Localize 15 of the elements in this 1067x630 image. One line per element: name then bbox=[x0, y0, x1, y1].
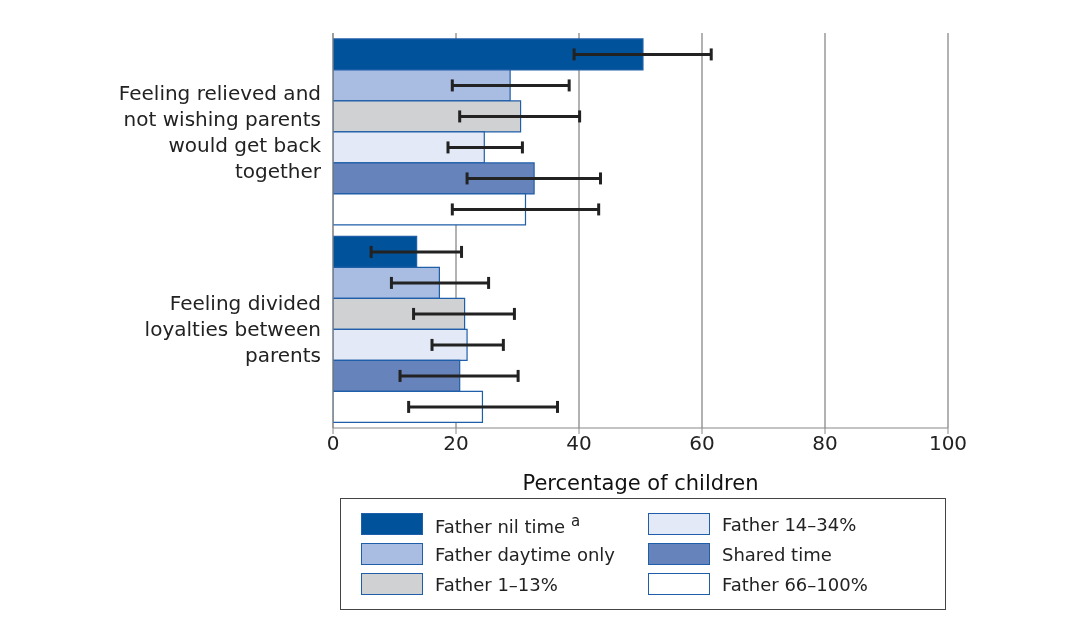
legend-label: Father nil time $^{a}$ bbox=[435, 511, 581, 537]
legend-label: Father 66–100% bbox=[722, 573, 868, 595]
legend-label: Father 1–13% bbox=[435, 573, 558, 595]
legend-label: Father 14–34% bbox=[722, 513, 857, 535]
x-tick-label: 40 bbox=[566, 431, 592, 456]
legend-label: Father daytime only bbox=[435, 543, 615, 565]
legend-label: Shared time bbox=[722, 543, 832, 565]
y-tick-label: Feeling relieved and not wishing parents would get back together bbox=[118, 80, 322, 183]
x-tick-label: 20 bbox=[443, 431, 469, 456]
x-tick-label: 80 bbox=[812, 431, 838, 456]
y-tick-label: Feeling divided loyalties between parents bbox=[144, 291, 321, 368]
x-tick-label: 60 bbox=[689, 431, 715, 456]
x-tick-label: 0 bbox=[326, 431, 340, 456]
x-tick-label: 100 bbox=[928, 431, 968, 456]
x-axis-title: Percentage of children bbox=[522, 471, 759, 495]
